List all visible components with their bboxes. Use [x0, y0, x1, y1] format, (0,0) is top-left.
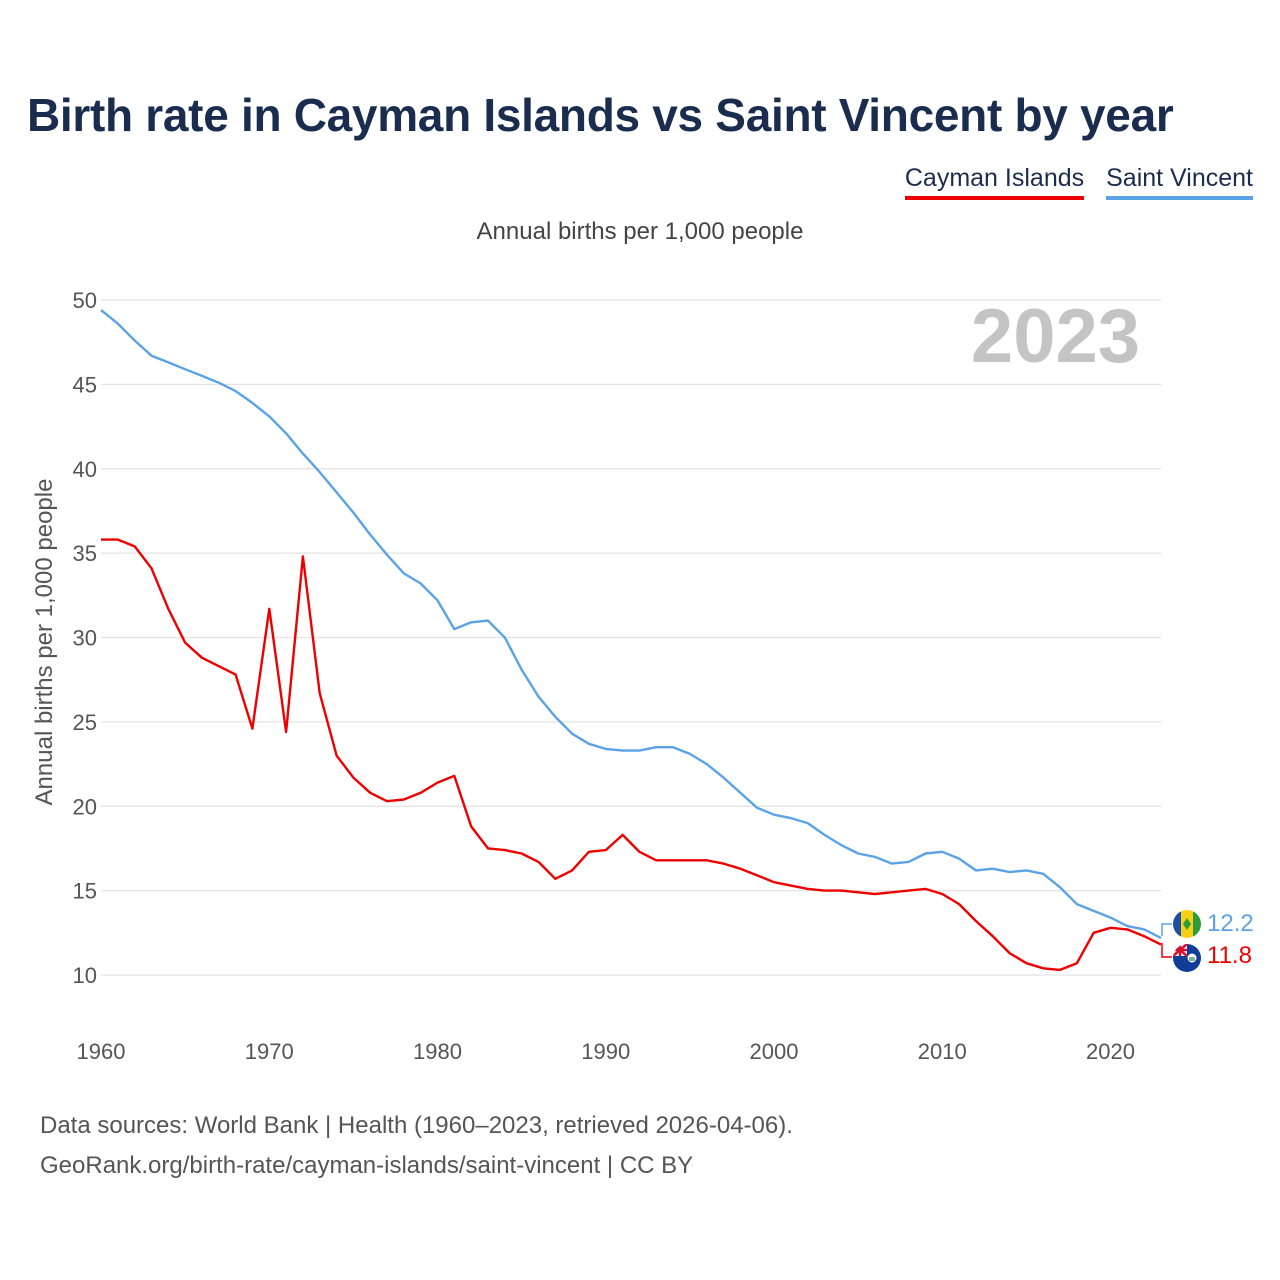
y-tick-label: 35	[73, 541, 97, 566]
y-tick-label: 50	[73, 288, 97, 313]
y-tick-label: 40	[73, 457, 97, 482]
y-tick-label: 30	[73, 626, 97, 651]
x-tick-label: 1970	[245, 1039, 294, 1064]
legend-item-cayman-islands[interactable]: Cayman Islands	[904, 164, 1085, 200]
saint-vincent-flag-icon	[1173, 910, 1201, 938]
end-label-saint-vincent: 12.2	[1207, 910, 1254, 937]
y-tick-label: 10	[73, 963, 97, 988]
x-tick-label: 1960	[77, 1039, 126, 1064]
x-tick-label: 2020	[1086, 1039, 1135, 1064]
series-lines	[100, 309, 1162, 972]
x-tick-label: 2000	[750, 1039, 799, 1064]
x-tick-label: 1980	[413, 1039, 462, 1064]
chart-subtitle: Annual births per 1,000 people	[476, 218, 804, 245]
y-tick-label: 25	[73, 710, 97, 735]
connector-cayman-islands	[1161, 943, 1172, 958]
year-watermark: 2023	[971, 294, 1140, 379]
y-axis-label: Annual births per 1,000 people	[31, 479, 58, 806]
footer-sources: Data sources: World Bank | Health (1960–…	[40, 1112, 793, 1139]
x-axis-ticks: 1960 1970 1980 1990 2000 2010 2020	[77, 1039, 1135, 1064]
y-axis-ticks: 10 15 20 25 30 35 40 45 50	[73, 288, 97, 988]
y-tick-label: 45	[73, 372, 97, 397]
chart-title: Birth rate in Cayman Islands vs Saint Vi…	[27, 89, 1174, 141]
legend: Cayman Islands Saint Vincent	[904, 164, 1253, 200]
x-tick-label: 1990	[581, 1039, 630, 1064]
y-tick-label: 15	[73, 879, 97, 904]
footer-link[interactable]: GeoRank.org/birth-rate/cayman-islands/sa…	[40, 1152, 694, 1179]
series-line-cayman-islands[interactable]	[101, 538, 1162, 972]
y-tick-label: 20	[73, 794, 97, 819]
footer: Data sources: World Bank | Health (1960–…	[40, 1106, 793, 1186]
cayman-islands-flag-icon	[1173, 944, 1201, 972]
line-chart: 10 15 20 25 30 35 40 45 50 1960 1970 1980 1990 2000 2…	[31, 288, 1254, 1064]
series-line-saint-vincent[interactable]	[100, 309, 1162, 939]
legend-item-saint-vincent[interactable]: Saint Vincent	[1106, 164, 1253, 200]
connector-saint-vincent	[1161, 923, 1172, 936]
x-tick-label: 2010	[918, 1039, 967, 1064]
end-label-cayman-islands: 11.8	[1207, 942, 1252, 969]
gridlines	[101, 299, 1161, 976]
